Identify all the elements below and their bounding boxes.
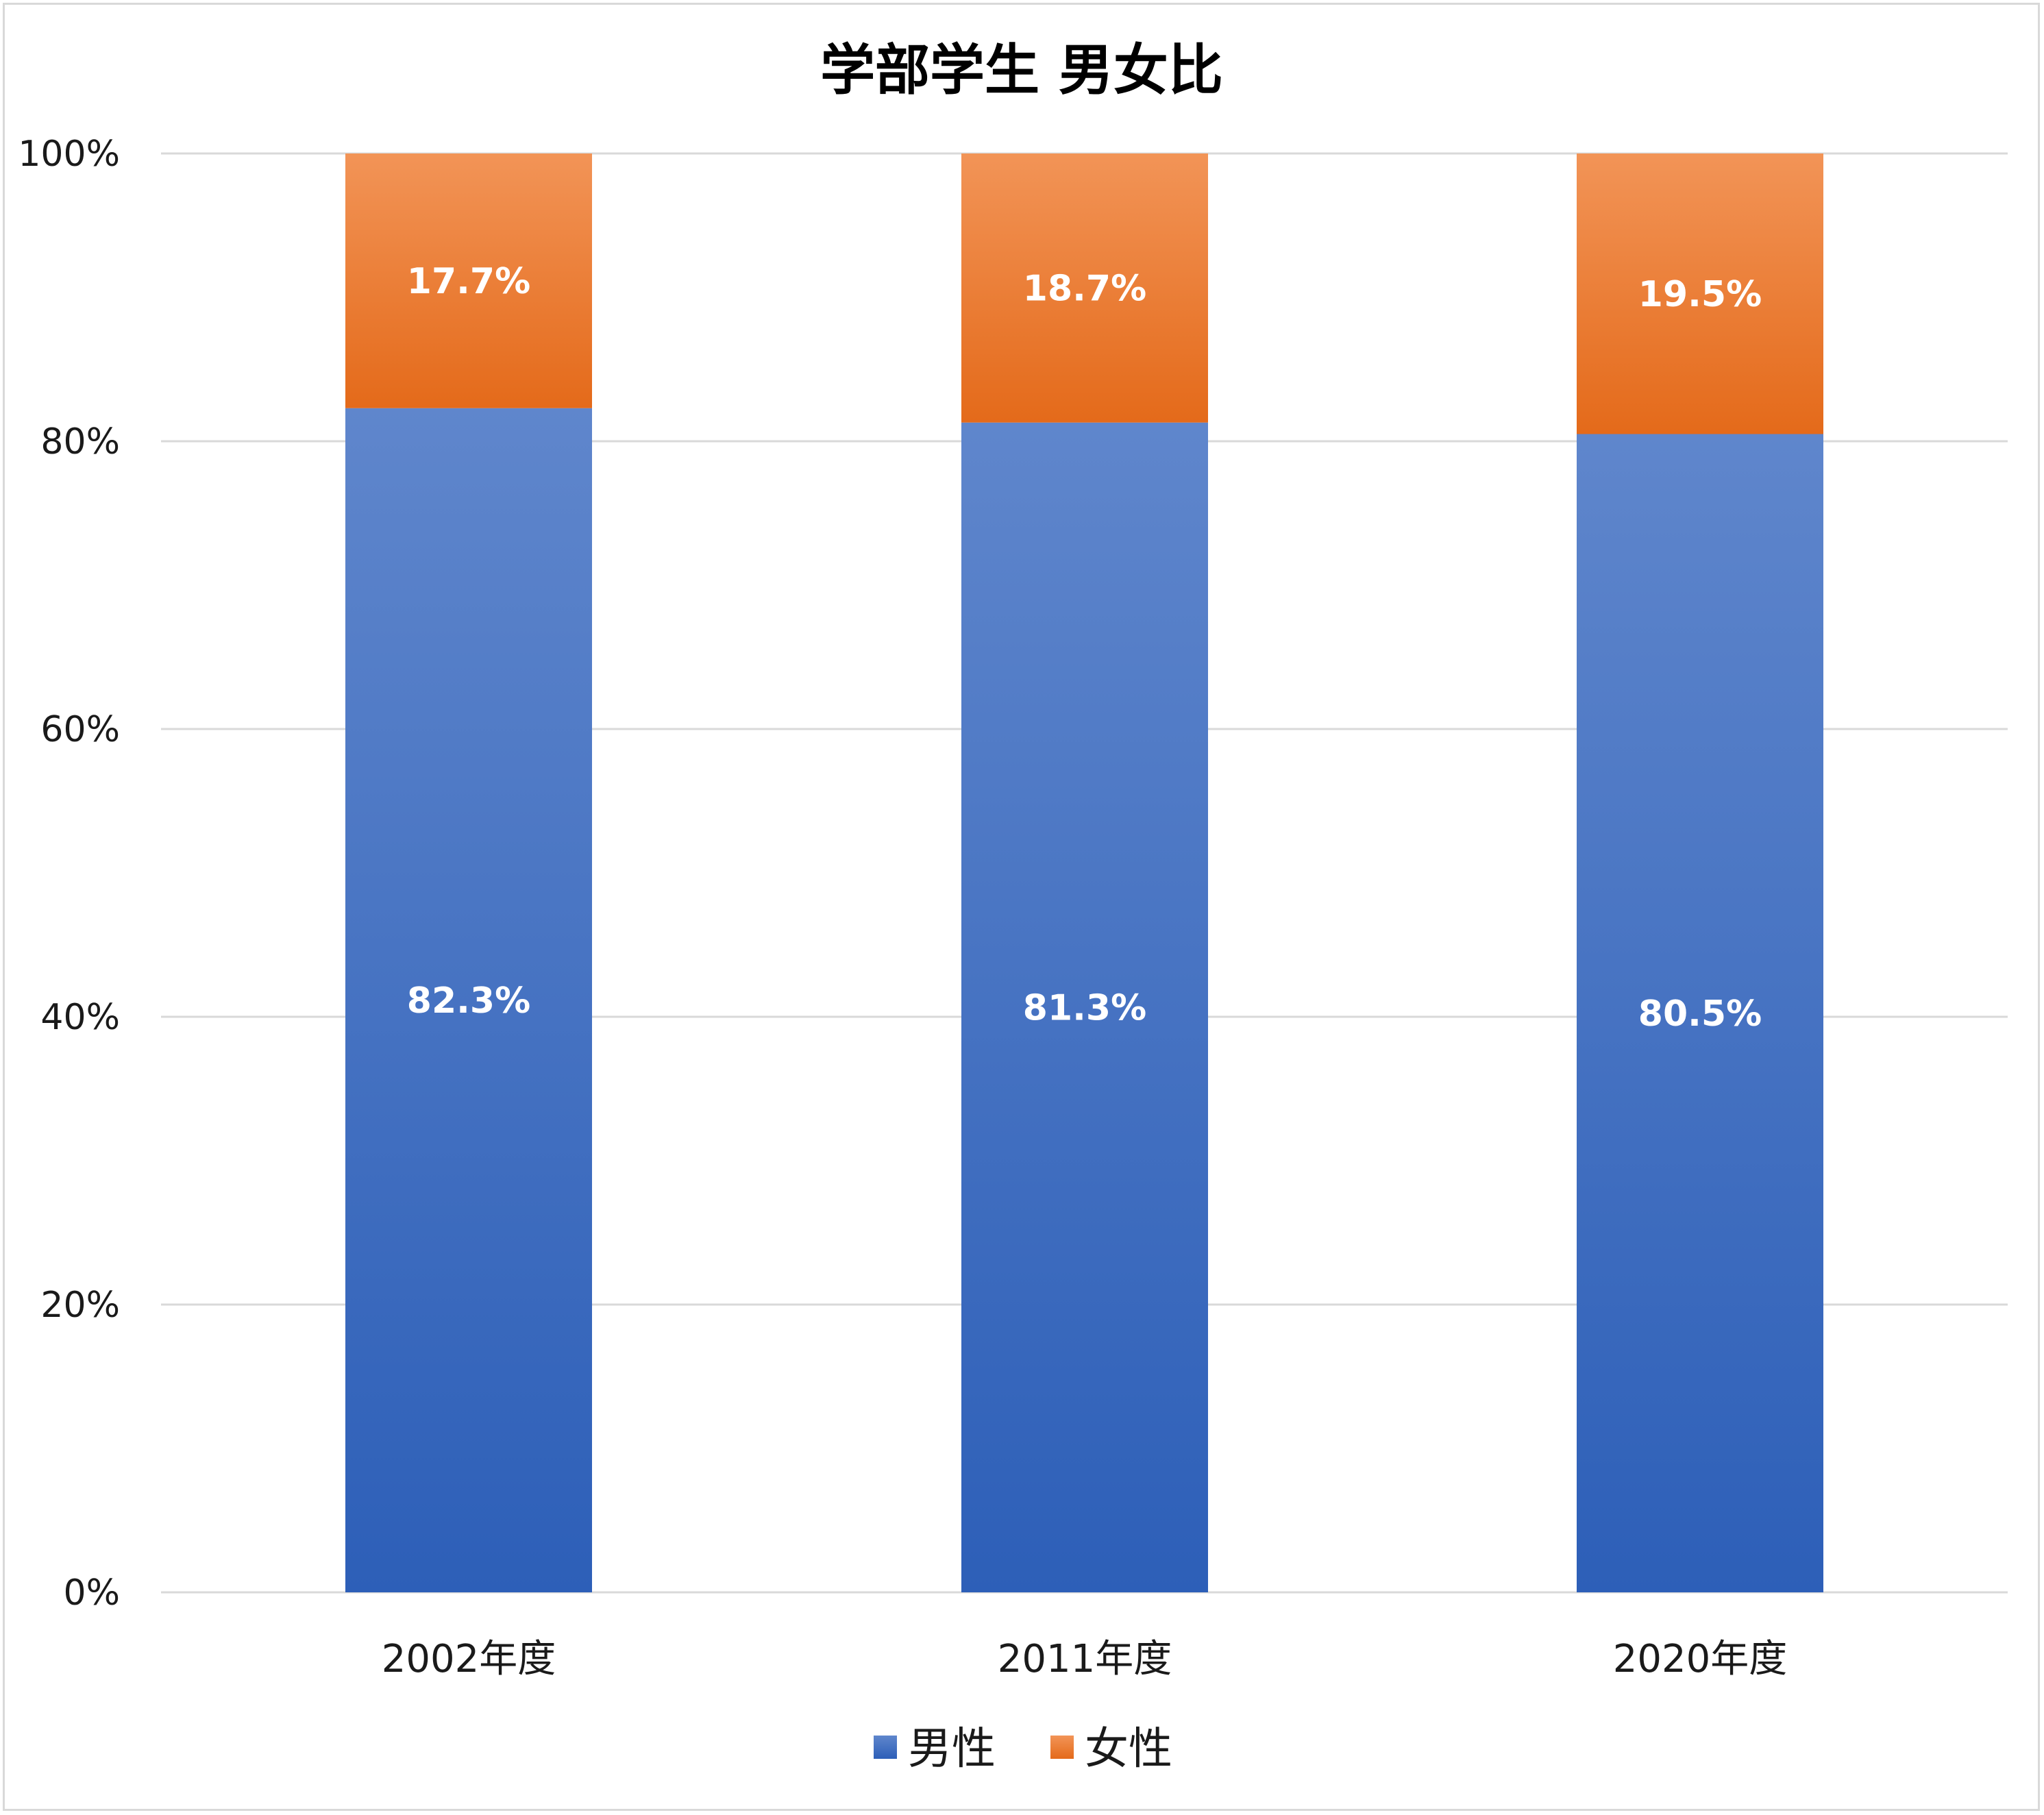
y-tick-label: 40% xyxy=(40,997,120,1038)
y-tick-label: 20% xyxy=(40,1285,120,1326)
legend: 男性 女性 xyxy=(874,1724,1172,1775)
legend-swatch xyxy=(874,1736,897,1759)
bar-segment-male xyxy=(345,408,592,1593)
legend-label: 女性 xyxy=(1085,1724,1172,1775)
legend-label: 男性 xyxy=(908,1724,996,1775)
bar-segment-female xyxy=(961,153,1208,423)
data-label: 19.5% xyxy=(1638,274,1762,315)
data-label: 17.7% xyxy=(407,261,530,302)
bar-segment-female xyxy=(345,153,592,408)
data-label: 82.3% xyxy=(407,980,530,1022)
x-category-label: 2020年度 xyxy=(1613,1637,1788,1681)
data-labels: 82.3% 17.7% 81.3% 18.7% 80.5% 19.5% xyxy=(407,261,1762,1035)
data-label: 80.5% xyxy=(1638,993,1762,1035)
x-category-label: 2002年度 xyxy=(382,1637,556,1681)
data-label: 18.7% xyxy=(1023,268,1146,309)
legend-swatch xyxy=(1050,1736,1074,1759)
y-tick-label: 0% xyxy=(64,1572,121,1614)
y-axis-ticks: 0% 20% 40% 60% 80% 100% xyxy=(18,134,120,1614)
bar-segment-female xyxy=(1577,153,1823,434)
y-tick-label: 80% xyxy=(40,421,120,462)
bars xyxy=(345,153,1823,1593)
x-category-label: 2011年度 xyxy=(998,1637,1172,1681)
y-tick-label: 60% xyxy=(40,709,120,750)
data-label: 81.3% xyxy=(1023,987,1146,1028)
bar-segment-male xyxy=(1577,434,1823,1592)
chart-title: 学部学生 男女比 xyxy=(820,38,1223,102)
x-axis-categories: 2002年度 2011年度 2020年度 xyxy=(382,1637,1788,1681)
y-tick-label: 100% xyxy=(18,134,120,175)
bar-segment-male xyxy=(961,422,1208,1593)
